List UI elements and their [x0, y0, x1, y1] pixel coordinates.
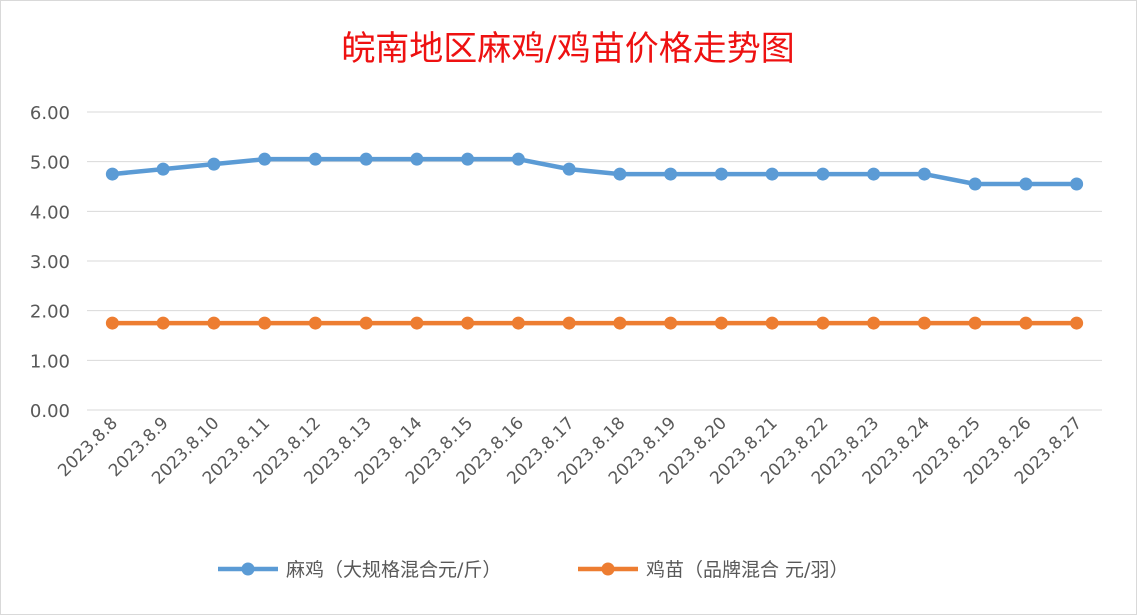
data-point [816, 167, 830, 181]
y-tick-label: 4.00 [30, 202, 70, 223]
data-point [105, 167, 119, 181]
legend-marker [601, 562, 615, 576]
data-point [1019, 316, 1033, 330]
data-point [1019, 177, 1033, 191]
data-point [156, 162, 170, 176]
data-point [359, 152, 373, 166]
data-point [664, 167, 678, 181]
data-point [258, 316, 272, 330]
data-point [410, 316, 424, 330]
y-tick-label: 2.00 [30, 302, 70, 323]
data-point [1070, 316, 1084, 330]
legend-item: 麻鸡（大规格混合元/斤） [218, 559, 501, 581]
data-point [968, 177, 982, 191]
data-point [105, 316, 119, 330]
data-point [359, 316, 373, 330]
series-1 [105, 152, 1084, 191]
data-point [867, 167, 881, 181]
data-point [308, 316, 322, 330]
data-point [917, 316, 931, 330]
legend-label: 麻鸡（大规格混合元/斤） [286, 559, 501, 581]
data-point [613, 167, 627, 181]
data-point [867, 316, 881, 330]
data-point [461, 152, 475, 166]
data-point [308, 152, 322, 166]
series-group [105, 152, 1084, 330]
series-line [112, 156, 1077, 187]
legend-marker [241, 562, 255, 576]
data-point [1070, 177, 1084, 191]
data-point [207, 157, 221, 171]
data-point [968, 316, 982, 330]
chart-title: 皖南地区麻鸡/鸡苗价格走势图 [341, 29, 794, 69]
data-point [664, 316, 678, 330]
data-point [156, 316, 170, 330]
data-point [410, 152, 424, 166]
data-point [562, 162, 576, 176]
data-point [511, 316, 525, 330]
legend-item: 鸡苗（品牌混合 元/羽） [578, 559, 848, 581]
data-point [765, 167, 779, 181]
y-tick-label: 5.00 [30, 153, 70, 174]
data-point [461, 316, 475, 330]
data-point [816, 316, 830, 330]
data-point [258, 152, 272, 166]
data-point [765, 316, 779, 330]
legend-label: 鸡苗（品牌混合 元/羽） [646, 559, 848, 581]
y-axis-ticks: 0.00 1.00 2.00 3.00 4.00 5.00 6.00 [30, 103, 70, 422]
data-point [511, 152, 525, 166]
y-tick-label: 6.00 [30, 103, 70, 124]
y-tick-label: 0.00 [30, 401, 70, 422]
data-point [714, 167, 728, 181]
data-point [207, 316, 221, 330]
y-tick-label: 3.00 [30, 252, 70, 273]
series-2 [105, 316, 1084, 330]
data-point [917, 167, 931, 181]
y-tick-label: 1.00 [30, 351, 70, 372]
data-point [613, 316, 627, 330]
data-point [714, 316, 728, 330]
data-point [562, 316, 576, 330]
legend: 麻鸡（大规格混合元/斤） 鸡苗（品牌混合 元/羽） [218, 559, 848, 581]
